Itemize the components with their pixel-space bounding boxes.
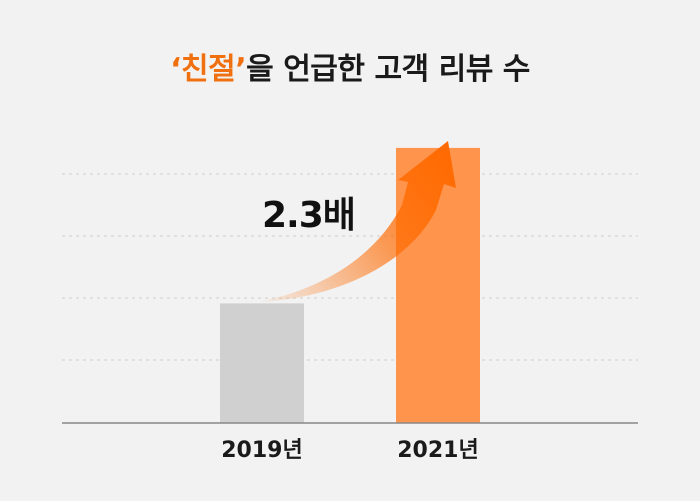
bars: [220, 147, 480, 423]
x-tick-label: 2021년: [397, 438, 478, 463]
growth-arrow-body: [258, 141, 456, 302]
chart-title: ‘친절’을 언급한 고객 리뷰 수: [0, 44, 700, 88]
x-tick-labels: 2019년 2021년: [221, 438, 478, 463]
x-tick-label: 2019년: [221, 438, 302, 463]
grid-lines: [62, 173, 638, 361]
bar-0: [220, 303, 304, 423]
growth-annotation: 2.3배: [262, 195, 356, 236]
chart-title-rest: 을 언급한 고객 리뷰 수: [246, 52, 530, 87]
chart-title-highlight: ‘친절’: [170, 52, 247, 87]
